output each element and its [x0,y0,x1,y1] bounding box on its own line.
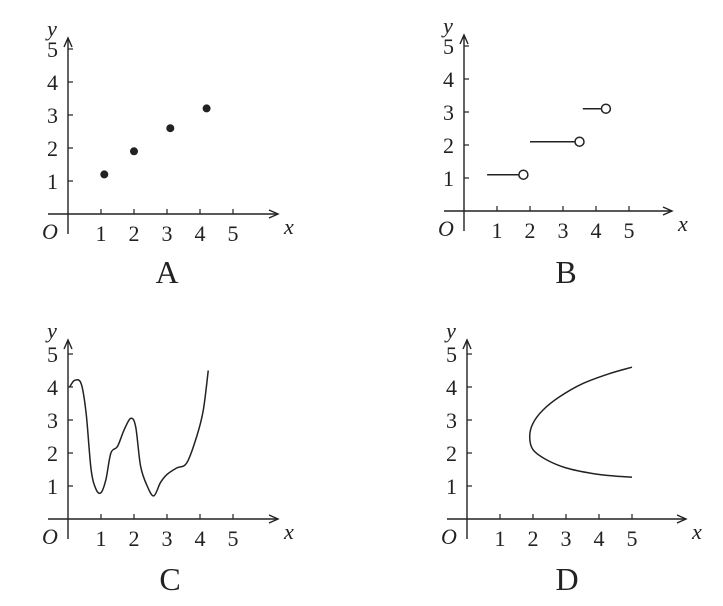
data-point [166,124,175,133]
x-tick-label: 2 [129,221,140,246]
y-tick-label: 4 [443,67,454,92]
y-axis-arrow [462,338,472,350]
y-axis-label: y [444,318,456,343]
x-axis-label: x [677,211,688,236]
y-tick-label: 4 [446,375,457,400]
data-point [100,170,109,179]
panel-caption: C [159,561,180,597]
x-axis-arrow [662,206,674,216]
x-tick-label: 4 [591,218,602,243]
y-axis-label: y [441,13,453,38]
y-axis-label: y [45,318,57,343]
x-tick-label: 3 [162,526,173,551]
y-tick-label: 1 [47,169,58,194]
y-tick-label: 3 [47,103,58,128]
y-tick-label: 5 [47,342,58,367]
data-point [202,104,211,113]
x-tick-label: 5 [228,526,239,551]
y-tick-label: 2 [47,441,58,466]
y-axis-arrow [63,36,73,48]
x-tick-label: 3 [558,218,569,243]
y-tick-label: 1 [443,166,454,191]
origin-label: O [42,524,58,549]
y-tick-label: 5 [443,34,454,59]
x-tick-label: 1 [96,526,107,551]
x-tick-label: 4 [195,221,206,246]
y-tick-label: 3 [446,408,457,433]
x-tick-label: 5 [627,526,638,551]
y-tick-label: 2 [47,136,58,161]
origin-label: O [441,524,457,549]
origin-label: O [438,216,454,241]
x-axis-label: x [691,519,702,544]
y-tick-label: 1 [446,474,457,499]
x-axis-label: x [283,214,294,239]
series-curve [528,366,633,478]
y-tick-label: 4 [47,70,58,95]
y-axis-label: y [45,16,57,41]
y-tick-label: 3 [47,408,58,433]
x-axis-arrow [268,514,280,524]
series-curve [69,370,209,497]
x-tick-label: 1 [96,221,107,246]
y-tick-label: 5 [47,37,58,62]
y-tick-label: 5 [446,342,457,367]
origin-label: O [42,219,58,244]
open-endpoint [574,136,585,147]
x-tick-label: 2 [528,526,539,551]
panel-caption: D [555,561,578,597]
y-tick-label: 2 [443,133,454,158]
y-tick-label: 1 [47,474,58,499]
x-tick-label: 2 [525,218,536,243]
open-endpoint [600,103,612,114]
y-tick-label: 2 [446,441,457,466]
x-tick-label: 3 [561,526,572,551]
x-axis-label: x [283,519,294,544]
x-tick-label: 1 [495,526,506,551]
x-tick-label: 5 [624,218,635,243]
panel-caption: A [155,254,178,290]
y-axis-arrow [63,338,73,350]
x-tick-label: 5 [228,221,239,246]
x-axis-arrow [676,514,688,524]
x-tick-label: 4 [594,526,605,551]
y-tick-label: 4 [47,375,58,400]
y-axis-arrow [459,33,469,45]
x-tick-label: 3 [162,221,173,246]
panel-caption: B [555,254,576,290]
x-axis-arrow [268,209,280,219]
x-tick-label: 4 [195,526,206,551]
y-tick-label: 3 [443,100,454,125]
open-endpoint [518,169,529,180]
x-tick-label: 2 [129,526,140,551]
data-point [130,147,138,156]
x-tick-label: 1 [492,218,503,243]
